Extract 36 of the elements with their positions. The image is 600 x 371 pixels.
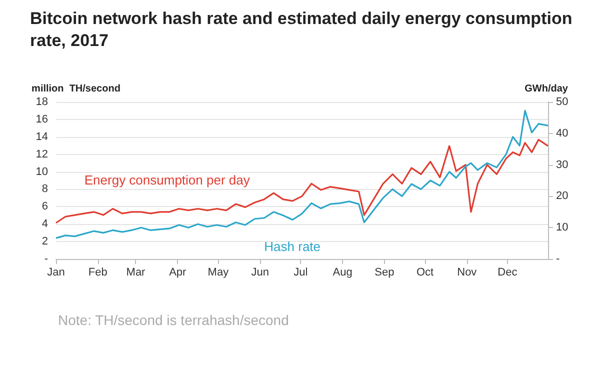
y-tick-label: 16 — [36, 113, 48, 126]
x-tick-label: May — [208, 266, 230, 278]
x-tick-label: Aug — [332, 266, 352, 278]
y-tick-label: - — [44, 253, 48, 265]
series-label: Energy consumption per day — [84, 172, 250, 188]
y-tick-label: 18 — [36, 96, 48, 108]
x-tick-label: Sep — [374, 266, 394, 278]
y-tick-label: 2 — [42, 236, 48, 248]
chart-title: Bitcoin network hash rate and estimated daily energy consumption rate, 2017 — [30, 8, 574, 52]
x-tick-label: Jun — [251, 266, 269, 278]
x-tick-label: Jul — [294, 266, 308, 278]
x-tick-label: Mar — [126, 266, 146, 278]
series-label: Hash rate — [264, 239, 321, 254]
x-tick-label: Oct — [416, 266, 434, 278]
y2-axis-title: GWh/day — [524, 84, 568, 94]
y-tick-label: 12 — [36, 148, 48, 160]
line-series — [55, 138, 549, 224]
x-tick-label: Jan — [47, 266, 65, 278]
y2-tick-label: 30 — [556, 158, 568, 171]
y-tick-label: 4 — [42, 218, 48, 230]
y-tick-label: 10 — [36, 166, 48, 178]
line-series — [55, 110, 549, 239]
y2-tick-label: 50 — [556, 96, 568, 108]
y-tick-label: 8 — [42, 183, 48, 196]
x-tick-label: Dec — [498, 266, 518, 278]
y-tick-label: 6 — [42, 200, 48, 213]
y-axis-title: million TH/second — [32, 84, 120, 94]
y2-tick-label: - — [556, 253, 560, 265]
x-tick-label: Feb — [88, 266, 108, 278]
y2-tick-label: 20 — [556, 190, 568, 202]
y2-tick-label: 10 — [556, 222, 568, 234]
x-tick-label: Apr — [169, 266, 187, 278]
text: Note: TH/second is terrahash/second — [58, 312, 289, 328]
y-tick-label: 14 — [36, 130, 48, 143]
y2-tick-label: 40 — [556, 127, 568, 140]
x-tick-label: Nov — [457, 266, 478, 278]
